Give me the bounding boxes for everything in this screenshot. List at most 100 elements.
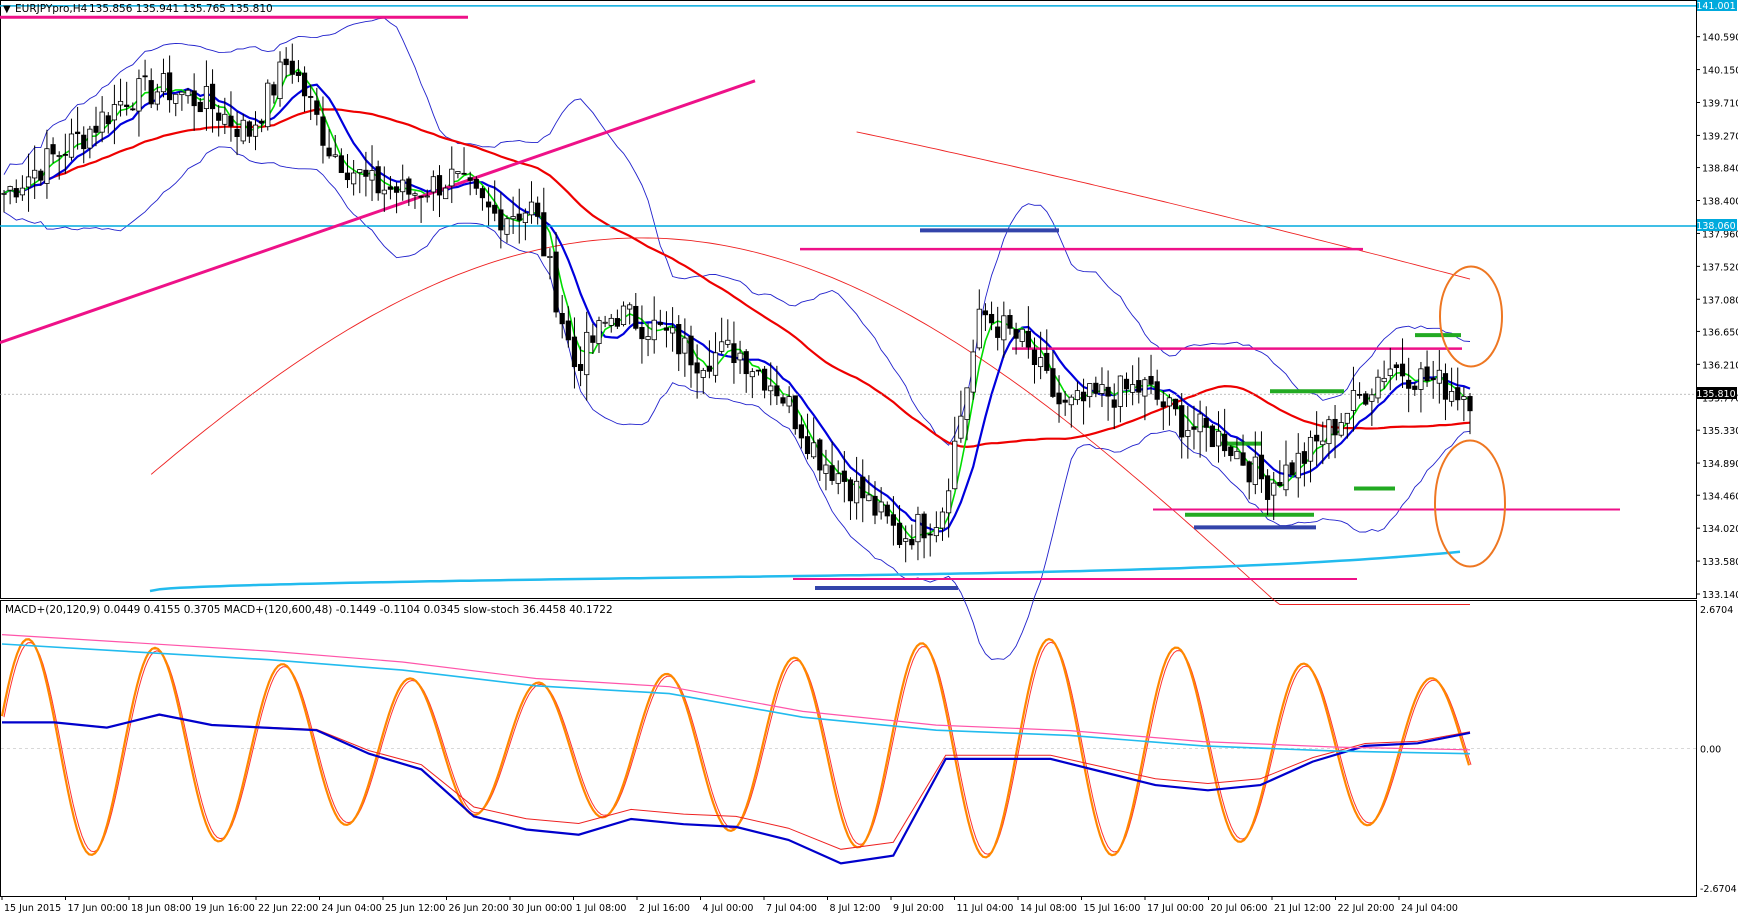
candle-body: [81, 134, 87, 150]
candle-body: [645, 336, 651, 340]
candle-body: [1240, 452, 1246, 466]
candle-body: [412, 193, 418, 196]
price-tick-label: 140.150: [1702, 66, 1738, 77]
candle-body: [1381, 377, 1387, 383]
time-tick-label: 9 Jul 20:00: [893, 903, 944, 914]
candle-body: [252, 124, 259, 137]
candle-body: [68, 133, 75, 158]
price-badge-level: 138.060: [1696, 221, 1735, 232]
candle-body: [633, 305, 639, 329]
candle-body: [62, 153, 68, 156]
candle-body: [682, 337, 688, 354]
candle-body: [179, 91, 185, 96]
candle-body: [725, 339, 731, 345]
candle-body: [467, 177, 473, 181]
candle-body: [44, 148, 50, 184]
candle-body: [136, 78, 142, 112]
time-tick-label: 19 Jun 16:00: [195, 903, 255, 914]
candle-body: [338, 155, 344, 173]
candle-body: [142, 75, 148, 78]
candle-body: [1, 192, 7, 195]
candle-body: [516, 213, 522, 221]
candle-body: [541, 212, 547, 257]
price-axis: 140.590 140.150 139.710 139.270 138.840 138.4…: [1696, 33, 1738, 895]
candle-body: [1418, 368, 1424, 390]
candle-body: [504, 218, 510, 235]
candle-body: [38, 170, 44, 181]
price-tick-label: 133.580: [1702, 557, 1738, 568]
price-tick-label: 136.650: [1702, 327, 1738, 338]
candle-body: [528, 201, 535, 216]
candle-body: [240, 119, 246, 142]
header-ohlc: 135.856 135.941 135.765 135.810: [89, 3, 273, 15]
candle-body: [1369, 394, 1375, 402]
candle-body: [933, 527, 939, 537]
candle-body: [1148, 375, 1154, 385]
candle-body: [1185, 430, 1191, 437]
long-term-cyan-curve: [149, 550, 1461, 593]
candle-body: [1307, 436, 1314, 462]
indicator-tick-label: 2.6704: [1700, 605, 1733, 616]
candle-body: [1314, 434, 1320, 442]
candle-body: [1123, 378, 1130, 390]
candle-body: [860, 476, 866, 499]
time-tick-label: 7 Jul 04:00: [766, 903, 817, 914]
candle-body: [197, 101, 203, 113]
time-tick-label: 8 Jul 12:00: [830, 903, 881, 914]
candle-body: [332, 154, 338, 157]
annotation-ellipses: [1434, 265, 1506, 568]
candle-body: [400, 179, 406, 193]
candle-body: [1387, 368, 1393, 377]
candle-body: [1197, 413, 1203, 433]
indicator-tick-label: 0.00: [1700, 745, 1721, 756]
candle-body: [614, 318, 620, 327]
bollinger-upper: [3, 17, 1471, 446]
price-tick-label: 138.400: [1702, 197, 1738, 208]
candle-body: [222, 113, 228, 125]
candle-body: [1044, 352, 1050, 371]
candle-body: [896, 522, 903, 545]
candle-body: [939, 511, 946, 529]
candle-body: [1105, 386, 1111, 397]
macd-slow-signal-line: [1, 643, 1471, 755]
time-tick-label: 22 Jun 22:00: [258, 903, 318, 914]
candle-body: [1013, 329, 1019, 339]
candle-body: [1258, 454, 1265, 480]
candle-body: [565, 320, 571, 341]
candle-body: [1154, 381, 1160, 400]
candle-body: [32, 169, 38, 179]
candle-body: [571, 336, 578, 368]
time-tick-label: 21 Jul 12:00: [1274, 903, 1331, 914]
candle-body: [1142, 379, 1148, 397]
candle-body: [13, 188, 19, 198]
candle-body: [216, 112, 222, 121]
candle-body: [436, 175, 443, 196]
candle-body: [866, 494, 872, 502]
candle-body: [903, 538, 909, 542]
candle-body: [295, 71, 302, 76]
header-caret[interactable]: ▼: [3, 4, 11, 15]
candle-body: [1289, 462, 1295, 476]
candle-body: [246, 121, 252, 137]
candle-body: [369, 170, 375, 181]
candle-body: [847, 479, 854, 502]
candle-body: [786, 396, 792, 407]
time-tick-label: 30 Jun 00:00: [512, 903, 572, 914]
time-tick-label: 11 Jul 04:00: [957, 903, 1014, 914]
candle-body: [872, 495, 878, 516]
price-badge-current-bg: [1697, 387, 1737, 399]
candle-body: [755, 369, 762, 372]
price-badge-level-bg: [1697, 219, 1737, 231]
bollinger-lower: [3, 146, 1471, 660]
candle-body: [559, 312, 565, 325]
candle-body: [1130, 384, 1136, 393]
indicator-header: MACD+(20,120,9) 0.0449 0.4155 0.3705 MAC…: [5, 604, 613, 616]
candle-body: [1406, 379, 1412, 389]
candle-body: [93, 125, 99, 133]
candle-body: [393, 186, 400, 193]
candle-body: [1455, 387, 1461, 401]
candle-body: [265, 82, 271, 128]
candle-body: [111, 104, 118, 121]
price-tick-label: 135.330: [1702, 426, 1738, 437]
candle-body: [792, 395, 798, 430]
